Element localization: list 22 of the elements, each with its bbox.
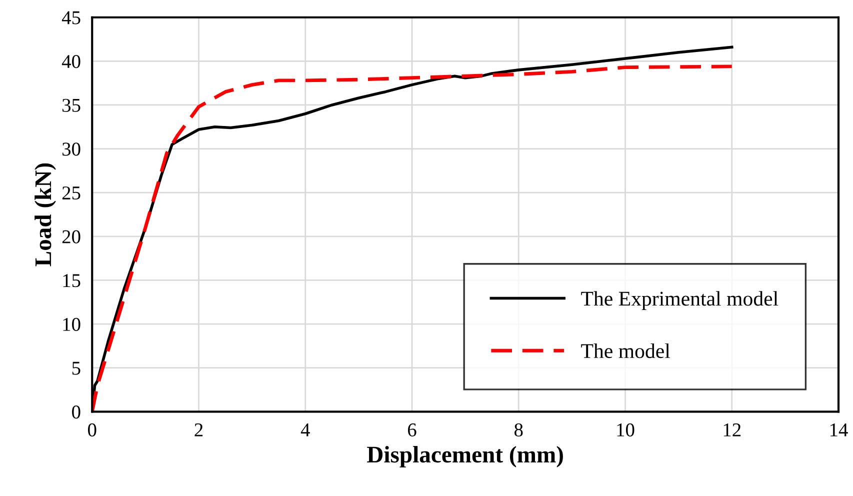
x-tick-label: 6 bbox=[408, 423, 416, 436]
x-tick-label: 14 bbox=[830, 423, 848, 436]
y-tick-label: 40 bbox=[62, 54, 80, 68]
y-tick-label: 35 bbox=[62, 98, 80, 112]
x-tick-label: 0 bbox=[88, 423, 96, 436]
x-tick-label: 10 bbox=[617, 423, 634, 436]
y-tick-label: 20 bbox=[62, 230, 80, 244]
y-tick-label: 0 bbox=[72, 405, 80, 419]
x-tick-label: 4 bbox=[300, 423, 310, 436]
y-tick-label: 15 bbox=[63, 274, 80, 288]
y-tick-label: 10 bbox=[63, 318, 80, 331]
y-tick-label: 25 bbox=[62, 186, 80, 200]
x-tick-label: 2 bbox=[194, 423, 203, 436]
x-tick-label: 8 bbox=[514, 423, 523, 436]
legend-label: The Exprimental model bbox=[581, 291, 778, 310]
y-tick-label: 30 bbox=[62, 142, 80, 156]
x-axis-title: Displacement (mm) bbox=[367, 446, 563, 468]
y-tick-label: 45 bbox=[62, 11, 80, 24]
y-axis-title: Load (kN) bbox=[34, 163, 56, 266]
legend-label: The model bbox=[581, 343, 670, 358]
y-tick-label: 5 bbox=[72, 362, 80, 375]
x-tick-label: 12 bbox=[724, 423, 741, 436]
